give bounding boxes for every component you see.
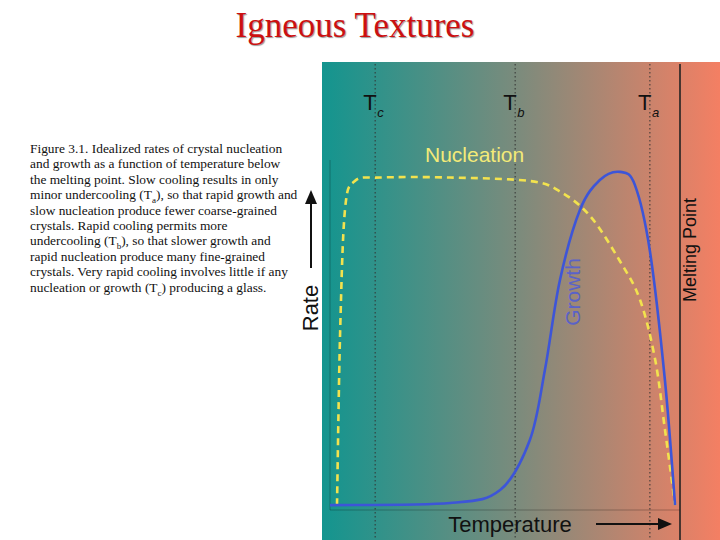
x-axis-line [330,510,680,511]
plot-background [322,62,720,540]
annotation-label: T [503,90,516,115]
series-group [330,172,675,505]
caption-subscript: c [158,287,162,297]
y-arrow-head [305,190,317,204]
annotation-line [649,64,650,540]
x-arrow-shaft [596,523,662,525]
caption-text: ) producing a glass. [162,280,267,295]
annotation-subscript: b [517,105,524,120]
series-line [337,177,675,505]
annotation-subscript: a [652,105,659,120]
y-axis-line [330,160,331,510]
y-arrow-shaft [310,200,312,268]
x-arrow-head [658,518,672,530]
y-axis-label: Rate [298,285,323,331]
series-label: Nucleation [425,143,524,166]
annotation-label: Melting Point [680,198,700,302]
x-axis-label: Temperature [448,512,572,537]
title: Igneous Textures [0,6,710,46]
annotation-label: T [638,90,651,115]
chart: TcTbTaMelting PointNucleationGrowthRateT… [0,0,720,540]
annotation-line [375,64,376,540]
annotation-subscript: c [377,105,384,120]
series-line [330,172,675,505]
caption: Figure 3.1. Idealized rates of crystal n… [30,141,298,295]
annotation-label: T [363,90,376,115]
series-label: Growth [561,258,584,326]
